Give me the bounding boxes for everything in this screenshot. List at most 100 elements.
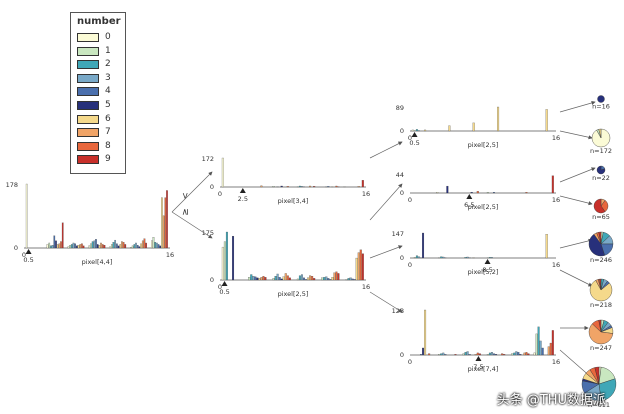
histogram-bar xyxy=(272,186,275,188)
connector-arrow xyxy=(369,183,403,221)
histogram-bar xyxy=(121,241,123,249)
histogram-bar xyxy=(440,256,443,259)
y-min-label: 0 xyxy=(210,276,214,284)
legend: number 0 1 2 3 4 5 6 7 8 9 xyxy=(70,12,126,174)
histogram-bar xyxy=(152,237,155,249)
x-max-label: 16 xyxy=(362,190,370,198)
histogram-bar xyxy=(82,245,85,249)
histogram-bar xyxy=(130,247,132,249)
histogram-bar xyxy=(541,347,544,356)
connector-arrow xyxy=(559,195,593,206)
histogram-bar xyxy=(545,109,548,132)
histogram-bar xyxy=(136,244,139,249)
histogram-bar xyxy=(72,242,75,249)
histogram-bar xyxy=(361,253,364,281)
histogram-bar xyxy=(95,239,97,249)
histogram-bar xyxy=(327,278,330,281)
histogram-bar xyxy=(90,243,92,249)
x-min-label: 0 xyxy=(22,251,26,259)
histogram-bar xyxy=(327,186,330,188)
legend-item: 8 xyxy=(77,141,121,153)
legend-swatch xyxy=(77,73,99,83)
histogram-bar xyxy=(161,197,163,249)
histogram-bar xyxy=(323,277,326,281)
histogram-bar xyxy=(497,106,500,132)
histogram-bar xyxy=(547,346,550,356)
y-max-label: 178 xyxy=(6,181,18,189)
legend-item: 3 xyxy=(77,73,121,85)
histogram-bar xyxy=(551,330,554,356)
histogram-bar xyxy=(329,279,332,281)
histogram-bar xyxy=(424,309,427,356)
legend-swatch xyxy=(77,114,99,124)
legend-item: 9 xyxy=(77,154,121,166)
split-value: 2.5 xyxy=(238,195,248,203)
histogram-bar xyxy=(345,279,348,281)
histogram-bar xyxy=(157,244,160,249)
histogram-bar xyxy=(501,353,504,356)
histogram-bar xyxy=(488,257,491,259)
x-max-label: 16 xyxy=(552,196,560,204)
histogram-bar xyxy=(519,354,522,356)
histogram-bar xyxy=(438,354,441,356)
histogram-bar xyxy=(69,244,71,249)
x-min-label: 0 xyxy=(218,283,222,291)
histogram-bar xyxy=(422,347,425,356)
pie-slice xyxy=(597,95,605,103)
legend-label: 1 xyxy=(105,45,111,56)
histogram-bar xyxy=(48,242,51,249)
histogram-bar xyxy=(256,277,259,281)
histogram-bar xyxy=(517,352,520,356)
histogram-bar xyxy=(493,192,495,194)
y-min-label: 0 xyxy=(14,244,18,252)
histogram-bar xyxy=(76,245,78,249)
histogram-bar xyxy=(61,222,64,249)
legend-item: 1 xyxy=(77,45,121,58)
histogram-bar xyxy=(495,354,498,356)
histogram-bar xyxy=(337,273,340,281)
histogram-bar xyxy=(417,130,420,132)
histogram-bar xyxy=(81,243,83,249)
legend-label: 0 xyxy=(105,32,111,42)
x-max-label: 16 xyxy=(362,283,370,291)
histogram-bar xyxy=(359,249,362,281)
histogram-bar xyxy=(349,277,352,281)
legend-label: 7 xyxy=(105,127,111,138)
legend-swatch xyxy=(77,60,99,70)
watermark: 头条 @THU数据派 xyxy=(496,393,606,408)
histogram-bar xyxy=(114,239,116,249)
legend-label: 4 xyxy=(105,86,111,97)
connector-arrow xyxy=(369,245,403,259)
x-min-label: 0 xyxy=(408,134,412,142)
feature-label: pixel[7,4] xyxy=(468,365,499,373)
connector-arrow xyxy=(559,167,596,183)
histogram-bar xyxy=(298,185,301,188)
histogram-bar xyxy=(151,240,153,249)
histogram-bar xyxy=(221,157,224,188)
pie-slice xyxy=(598,128,602,139)
histogram-bar xyxy=(470,192,473,194)
histogram-bar xyxy=(462,353,465,356)
histogram-bar xyxy=(549,342,552,356)
histogram-bar xyxy=(138,246,141,249)
histogram-bar xyxy=(442,256,445,259)
legend-swatch xyxy=(77,46,99,56)
histogram-bar xyxy=(537,326,540,356)
histogram-bar xyxy=(74,243,76,249)
legend-title: number xyxy=(77,16,121,27)
feature-label: pixel[2,5] xyxy=(278,290,309,298)
histogram-bar xyxy=(140,243,142,249)
histogram-bar xyxy=(513,352,516,356)
histogram-bar xyxy=(162,215,165,249)
histogram-bar xyxy=(523,352,526,356)
y-min-label: 0 xyxy=(400,254,404,262)
histogram-bar xyxy=(415,129,418,132)
split-value: 0.5 xyxy=(219,288,229,296)
x-max-label: 16 xyxy=(552,261,560,269)
histogram-bar xyxy=(486,192,489,194)
histogram-bar xyxy=(472,122,475,132)
histogram-bar xyxy=(166,190,168,249)
histogram-bar xyxy=(280,185,283,188)
histogram-bar xyxy=(476,191,479,194)
legend-item: 7 xyxy=(77,127,121,139)
